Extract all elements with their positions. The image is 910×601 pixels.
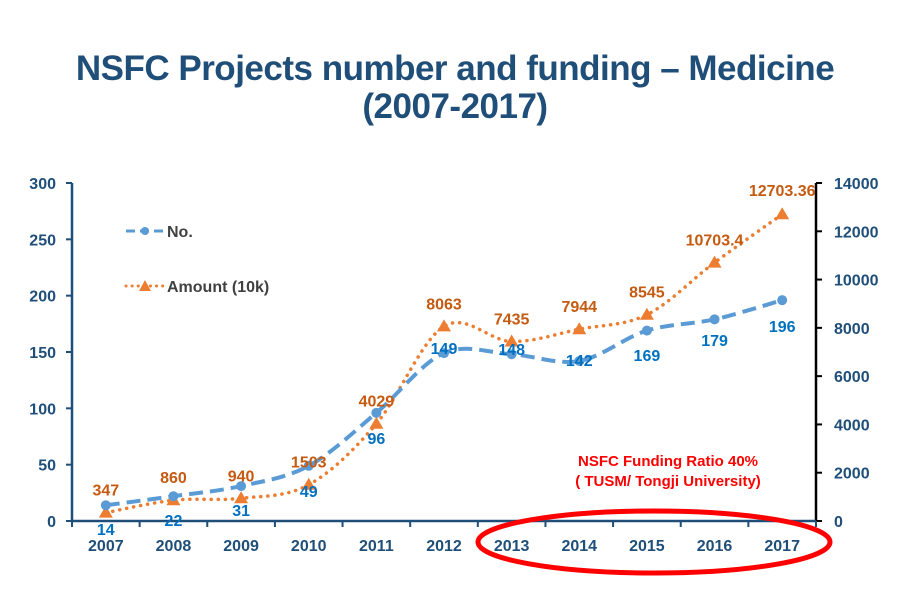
y-right-tick-label: 8000	[834, 321, 870, 338]
y-left-tick-label: 200	[29, 289, 56, 306]
y-left-tick-label: 250	[29, 232, 56, 249]
no-data-label: 149	[431, 341, 458, 358]
no-point-circle-icon	[709, 314, 720, 325]
highlight-ellipse	[475, 508, 833, 576]
y-left-tick-label: 300	[29, 176, 56, 193]
legend-marker-circle-icon	[141, 227, 149, 235]
no-data-label: 22	[165, 513, 183, 530]
no-point-circle-icon	[777, 295, 788, 306]
no-point-circle-icon	[439, 348, 449, 359]
x-tick-label: 2011	[359, 538, 394, 555]
amount-data-label: 860	[160, 470, 187, 487]
amount-point-triangle-icon	[98, 505, 113, 518]
amount-point-triangle-icon	[707, 255, 722, 268]
y-right-tick-label: 12000	[834, 224, 879, 241]
amount-point-triangle-icon	[234, 491, 249, 504]
x-tick-label: 2015	[629, 538, 665, 555]
amount-point-triangle-icon	[775, 207, 790, 220]
annotation: NSFC Funding Ratio 40% ( TUSM/ Tongji Un…	[575, 453, 761, 490]
no-point-circle-icon	[100, 500, 111, 511]
axes: 0 50 100 150 200 250 300 0 2000 4000 6000 8000 10000…	[29, 176, 878, 555]
no-point-circle-icon	[168, 491, 179, 502]
amount-data-label: 7944	[561, 299, 597, 316]
legend-item-no: No.	[126, 224, 193, 241]
no-point-circle-icon	[574, 356, 585, 367]
no-data-label: 196	[769, 319, 796, 336]
amount-data-label: 10703.4	[686, 233, 744, 250]
x-tick-label: 2008	[156, 538, 192, 555]
chart-title: NSFC Projects number and funding – Medic…	[0, 50, 910, 126]
x-tick-label: 2010	[291, 538, 327, 555]
no-data-label: 169	[634, 348, 661, 365]
amount-data-label: 7435	[494, 311, 530, 328]
chart-title-line1: NSFC Projects number and funding – Medic…	[75, 49, 835, 88]
y-left-tick-label: 50	[38, 458, 56, 475]
no-point-circle-icon	[371, 407, 382, 418]
markers	[98, 207, 790, 518]
amount-point-triangle-icon	[437, 319, 451, 332]
x-tick-label: 2009	[223, 538, 259, 555]
chart-title-line2: (2007-2017)	[362, 87, 548, 126]
no-data-label: 179	[701, 333, 728, 350]
x-tick-label: 2014	[561, 538, 597, 555]
y-left-tick-label: 100	[29, 401, 56, 418]
x-tick-label: 2017	[764, 538, 800, 555]
no-point-circle-icon	[506, 349, 517, 360]
legend-marker-triangle-icon	[139, 280, 151, 291]
amount-point-triangle-icon	[369, 416, 384, 429]
no-point-circle-icon	[303, 460, 314, 471]
amount-data-label: 4029	[359, 394, 395, 411]
legend-label-amount: Amount (10k)	[167, 279, 269, 296]
no-data-label: 96	[367, 431, 385, 448]
amount-data-label: 347	[92, 483, 119, 500]
amount-point-triangle-icon	[639, 307, 654, 320]
amount-point-triangle-icon	[572, 322, 587, 335]
amount-data-label: 8063	[426, 296, 462, 313]
no-data-label: 14	[97, 522, 115, 539]
no-data-label: 142	[566, 353, 593, 370]
y-left-tick-label: 0	[47, 514, 56, 531]
annotation-institution: ( TUSM/ Tongji University)	[575, 473, 761, 490]
y-left-tick-label: 150	[29, 345, 56, 362]
no-point-circle-icon	[236, 481, 247, 492]
no-data-label: 49	[300, 484, 318, 501]
amount-data-label: 1503	[291, 455, 327, 472]
amount-point-triangle-icon	[504, 334, 519, 347]
x-tick-label: 2013	[494, 538, 530, 555]
y-right-tick-label: 14000	[834, 176, 879, 193]
legend: No. Amount (10k)	[124, 224, 269, 296]
legend-label-no: No.	[167, 224, 193, 241]
y-right-tick-label: 10000	[834, 273, 879, 290]
y-right-tick-label: 6000	[834, 369, 870, 386]
amount-data-label: 940	[228, 468, 255, 485]
y-right-tick-label: 0	[834, 514, 843, 531]
x-tick-label: 2016	[697, 538, 733, 555]
annotation-funding-ratio: NSFC Funding Ratio 40%	[578, 453, 758, 470]
amount-data-label: 12703.36	[749, 183, 816, 200]
no-point-circle-icon	[641, 325, 652, 336]
amount-point-triangle-icon	[301, 477, 316, 490]
amount-data-label: 8545	[629, 285, 665, 302]
y-right-tick-label: 2000	[834, 466, 870, 483]
no-data-label: 31	[232, 503, 250, 520]
x-tick-label: 2012	[426, 538, 462, 555]
legend-item-amount: Amount (10k)	[124, 279, 269, 296]
data-labels: 347 860 940 1503 4029 8063 7435 7944 8545 10703.4…	[92, 183, 815, 539]
no-data-label: 148	[498, 342, 525, 359]
x-tick-label: 2007	[88, 538, 124, 555]
y-right-tick-label: 4000	[834, 417, 870, 434]
